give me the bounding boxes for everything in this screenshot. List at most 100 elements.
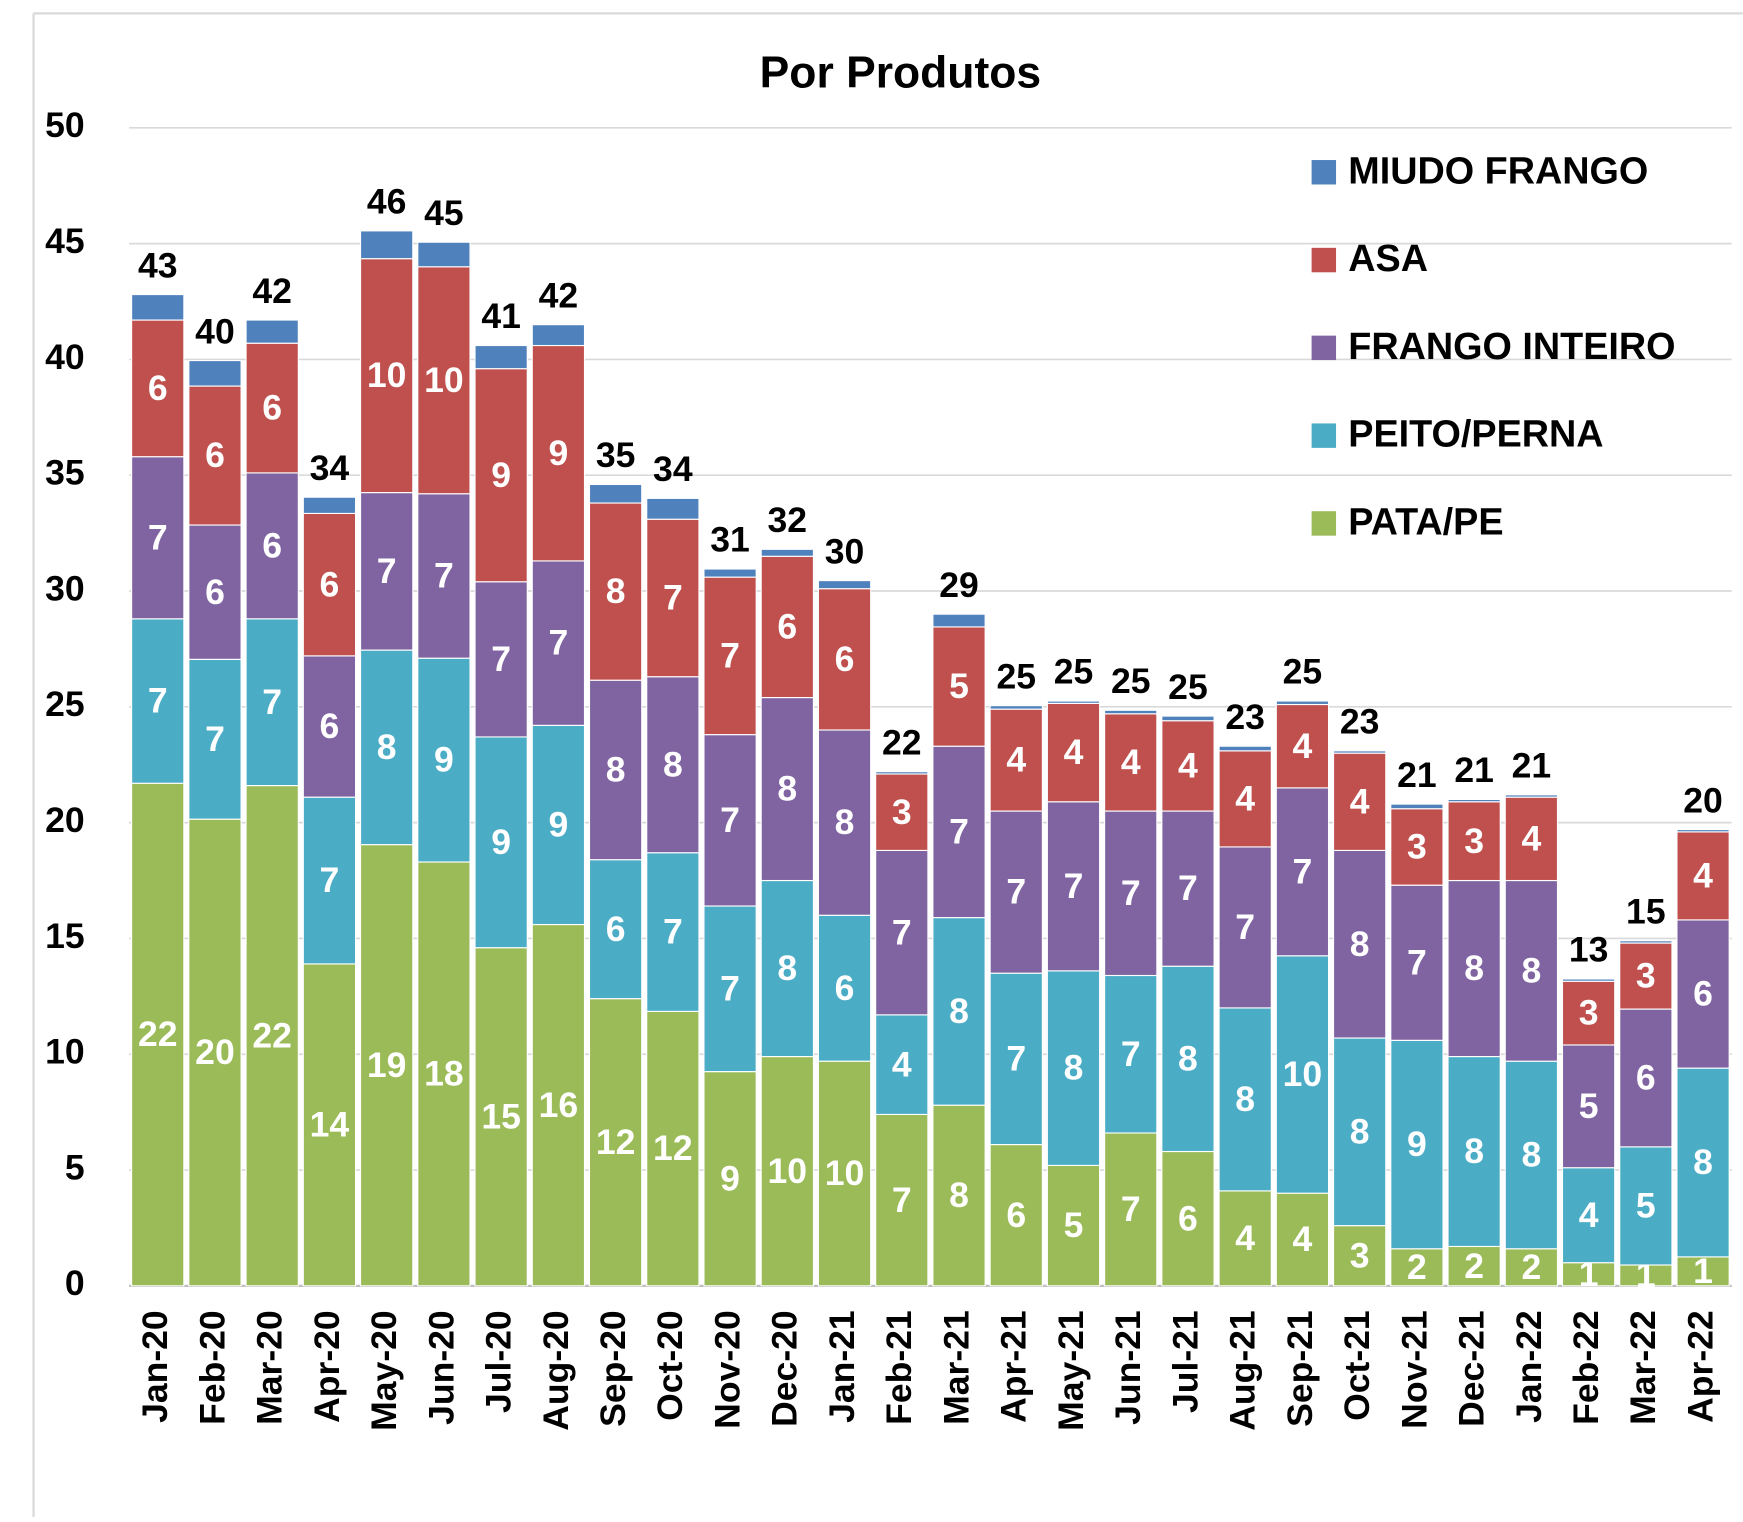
bar-segment <box>188 385 242 526</box>
x-tick-label: Aug-20 <box>536 1310 576 1430</box>
bar-segment <box>1104 713 1158 812</box>
value-label: 8 <box>777 948 797 988</box>
y-tick-label: 10 <box>45 1032 85 1072</box>
bar-segment <box>1046 1164 1101 1287</box>
bar-segment <box>817 580 872 590</box>
bar-segment <box>989 972 1043 1146</box>
value-label: 4 <box>1064 732 1084 772</box>
total-label: 25 <box>996 656 1036 696</box>
value-label: 8 <box>1464 1131 1484 1171</box>
bar-segment <box>703 905 757 1073</box>
bar-segment <box>1332 1225 1387 1287</box>
value-label: 9 <box>491 822 511 862</box>
bar-segment <box>417 861 471 1287</box>
value-label: 4 <box>1579 1195 1599 1235</box>
value-label: 8 <box>777 769 797 809</box>
total-label: 45 <box>424 193 464 233</box>
value-label: 6 <box>1006 1195 1026 1235</box>
total-label: 25 <box>1283 652 1323 692</box>
x-tick-label: Jul-20 <box>479 1310 519 1413</box>
bar-segment <box>1390 884 1444 1041</box>
bar-segment <box>1390 1039 1444 1250</box>
bar-segment <box>1218 1007 1272 1192</box>
value-label: 8 <box>835 802 855 842</box>
bar-segment <box>1390 1248 1444 1287</box>
value-label: 10 <box>1283 1054 1323 1094</box>
value-label: 8 <box>949 1175 969 1215</box>
bar-segment <box>932 917 986 1106</box>
value-label: 7 <box>720 800 740 840</box>
total-label: 21 <box>1397 755 1437 795</box>
chart-title: Por Produtos <box>760 48 1041 97</box>
value-label: 6 <box>777 607 797 647</box>
bar-segment <box>817 914 872 1062</box>
bar-segment <box>760 879 814 1058</box>
bar-segment <box>1046 702 1101 803</box>
bar-segment <box>875 771 929 775</box>
bar-segment <box>1161 715 1215 722</box>
x-tick-label: Jan-21 <box>822 1310 862 1423</box>
value-label: 10 <box>768 1151 808 1191</box>
value-label: 6 <box>835 639 855 679</box>
bar-segment <box>1447 801 1501 882</box>
value-label: 5 <box>1064 1205 1084 1245</box>
total-label: 43 <box>138 245 178 285</box>
value-label: 7 <box>663 578 683 618</box>
bar-segment <box>474 581 528 738</box>
value-label: 7 <box>548 623 568 663</box>
bar-segment <box>588 679 643 861</box>
bar-segment <box>188 360 242 387</box>
y-tick-label: 15 <box>45 916 85 956</box>
value-label: 12 <box>653 1128 693 1168</box>
bar-segment <box>188 818 242 1287</box>
value-label: 10 <box>424 360 464 400</box>
bar-segment <box>932 613 986 628</box>
value-label: 7 <box>491 639 511 679</box>
bar-segment <box>1104 1132 1158 1287</box>
total-label: 22 <box>882 722 922 762</box>
x-tick-label: Apr-20 <box>307 1310 347 1423</box>
bar-segment <box>989 810 1043 974</box>
bar-segment <box>588 998 643 1287</box>
value-label: 7 <box>377 551 397 591</box>
bar-segment <box>245 319 299 344</box>
bar-segment <box>646 852 700 1012</box>
value-label: 14 <box>310 1104 350 1144</box>
bar-segment <box>359 844 414 1287</box>
bar-segment <box>1104 810 1158 977</box>
value-label: 9 <box>434 740 454 780</box>
bar-segment <box>131 782 185 1287</box>
bar-segment <box>1046 970 1101 1166</box>
x-tick-label: Jun-21 <box>1108 1310 1148 1425</box>
value-label: 8 <box>1350 1111 1370 1151</box>
x-tick-label: Sep-21 <box>1280 1310 1320 1427</box>
x-tick-label: May-20 <box>364 1310 404 1431</box>
legend-swatch <box>1311 160 1337 185</box>
bar-segment <box>1504 794 1559 798</box>
value-label: 15 <box>481 1096 521 1136</box>
bar-segment <box>817 588 872 731</box>
value-label: 6 <box>262 525 282 565</box>
x-tick-label: Mar-21 <box>936 1310 976 1425</box>
x-tick-label: Feb-22 <box>1566 1310 1606 1425</box>
bar-segment <box>817 1060 872 1287</box>
value-label: 4 <box>1293 726 1313 766</box>
value-label: 6 <box>262 388 282 428</box>
value-label: 2 <box>1521 1247 1541 1287</box>
legend-swatch <box>1311 511 1337 536</box>
total-label: 21 <box>1454 750 1494 790</box>
bar-segment <box>1676 829 1730 833</box>
bar-segment <box>989 705 1043 710</box>
bar-segment <box>1504 879 1559 1062</box>
bar-segment <box>302 496 357 514</box>
bar-segment <box>531 324 586 347</box>
total-label: 29 <box>939 565 979 605</box>
x-tick-label: Apr-22 <box>1680 1310 1720 1423</box>
bar-segment <box>359 230 414 260</box>
legend-swatch <box>1311 247 1337 273</box>
value-label: 4 <box>1121 742 1141 782</box>
value-label: 8 <box>377 727 397 767</box>
x-tick-label: Jun-20 <box>421 1310 461 1425</box>
